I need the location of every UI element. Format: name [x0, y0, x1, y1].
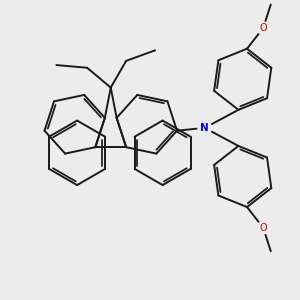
Circle shape: [257, 221, 269, 234]
Text: N: N: [200, 123, 209, 133]
Circle shape: [257, 22, 269, 34]
Text: O: O: [259, 23, 267, 33]
Text: O: O: [259, 223, 267, 233]
Circle shape: [198, 121, 211, 135]
